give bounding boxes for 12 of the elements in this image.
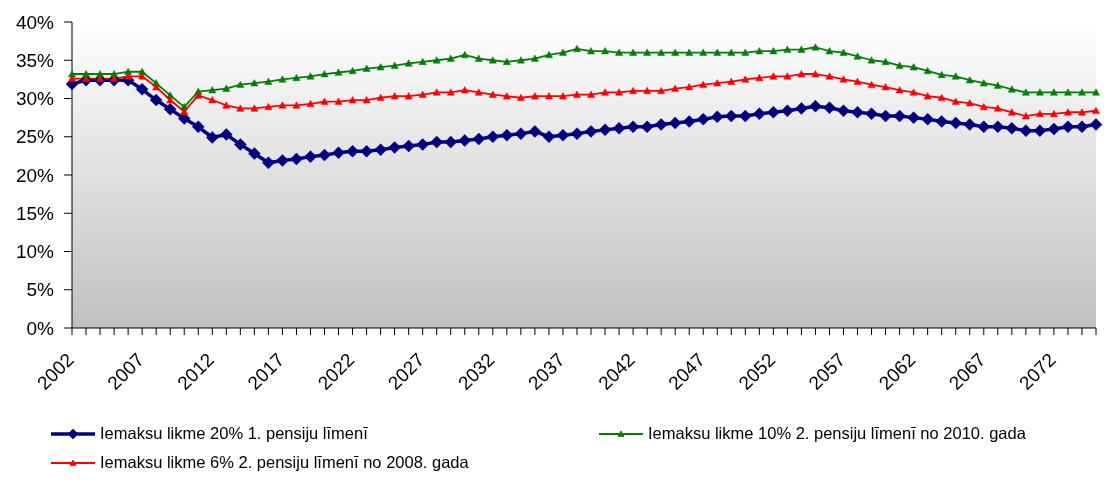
y-tick-label: 15%	[15, 202, 55, 224]
y-tick-label: 35%	[15, 50, 55, 71]
y-tick-label: 0%	[26, 317, 55, 339]
y-tick-label: 25%	[15, 126, 55, 148]
y-tick-label: 40%	[15, 11, 55, 33]
y-tick-label: 5%	[26, 279, 55, 301]
legend-label: Iemaksu likme 6% 2. pensiju līmenī no 2008. gada	[100, 453, 469, 472]
legend-label: Iemaksu likme 20% 1. pensiju līmenī	[100, 424, 368, 443]
legend-label: Iemaksu likme 10% 2. pensiju līmenī no 2010. gada	[648, 424, 1026, 443]
y-tick-label: 30%	[15, 88, 55, 110]
y-tick-label: 20%	[15, 164, 55, 186]
y-tick-label: 10%	[15, 241, 55, 263]
